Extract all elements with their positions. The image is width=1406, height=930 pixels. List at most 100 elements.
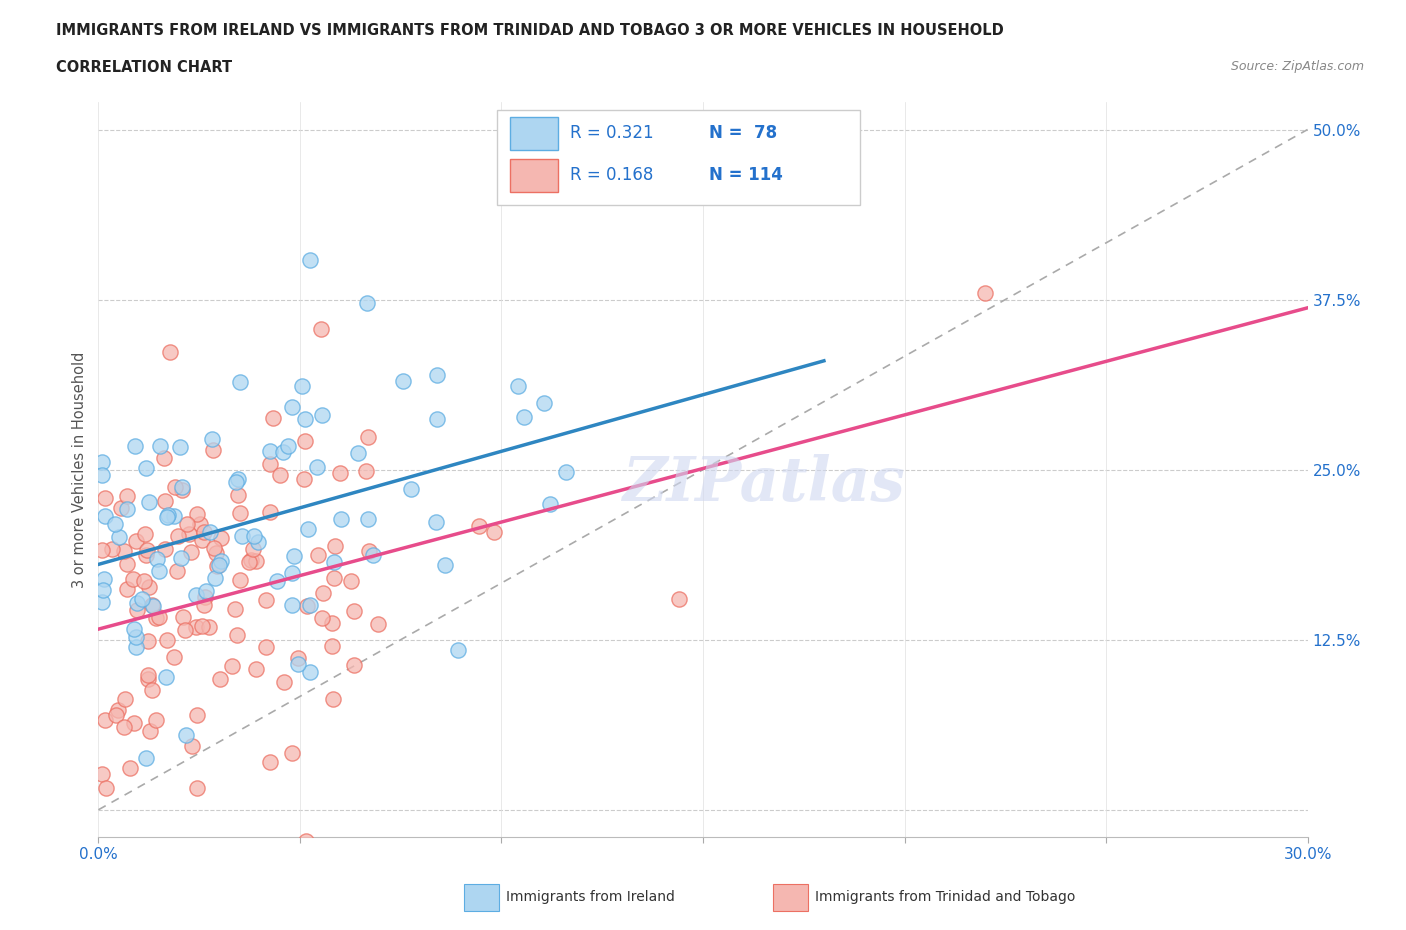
Text: N = 114: N = 114 <box>709 166 783 184</box>
Point <box>359 543 381 558</box>
Text: R = 0.321: R = 0.321 <box>569 125 654 142</box>
Point <box>228 487 250 502</box>
Point <box>259 457 281 472</box>
Point <box>94 780 117 795</box>
Text: CORRELATION CHART: CORRELATION CHART <box>56 60 232 75</box>
Point <box>401 482 423 497</box>
Point <box>145 712 167 727</box>
Point <box>186 780 208 795</box>
Point <box>186 507 208 522</box>
Point <box>307 459 329 474</box>
Point <box>433 557 456 572</box>
Point <box>204 570 226 585</box>
Point <box>226 627 249 642</box>
Point <box>299 597 322 612</box>
Point <box>974 286 997 300</box>
Point <box>184 588 207 603</box>
Point <box>347 445 370 460</box>
Point <box>142 598 165 613</box>
Point <box>163 509 186 524</box>
Point <box>262 411 284 426</box>
Point <box>294 433 316 448</box>
Point <box>321 615 343 630</box>
Point <box>163 650 186 665</box>
Point <box>188 516 211 531</box>
Point <box>668 591 690 606</box>
Point <box>115 581 138 596</box>
Point <box>259 444 281 458</box>
Point <box>538 497 561 512</box>
Point <box>198 525 221 539</box>
Point <box>297 522 319 537</box>
Point <box>141 683 163 698</box>
Point <box>259 504 281 519</box>
Point <box>124 533 146 548</box>
Point <box>426 368 449 383</box>
Point <box>240 552 263 567</box>
Point <box>170 483 193 498</box>
Point <box>281 565 304 580</box>
Point <box>292 472 315 486</box>
Text: ZIPatlas: ZIPatlas <box>621 455 905 514</box>
Point <box>354 463 377 478</box>
Point <box>174 727 197 742</box>
Point <box>312 586 335 601</box>
Point <box>170 551 193 566</box>
Point <box>246 535 269 550</box>
Point <box>181 738 204 753</box>
Point <box>94 491 117 506</box>
Point <box>287 657 309 671</box>
Text: IMMIGRANTS FROM IRELAND VS IMMIGRANTS FROM TRINIDAD AND TOBAGO 3 OR MORE VEHICLE: IMMIGRANTS FROM IRELAND VS IMMIGRANTS FR… <box>56 23 1004 38</box>
Point <box>209 530 232 545</box>
Point <box>118 761 141 776</box>
Point <box>141 597 163 612</box>
Point <box>93 572 115 587</box>
Point <box>245 661 267 676</box>
Point <box>367 617 389 631</box>
FancyBboxPatch shape <box>498 110 860 206</box>
Point <box>259 755 281 770</box>
Text: Immigrants from Trinidad and Tobago: Immigrants from Trinidad and Tobago <box>815 890 1076 905</box>
Point <box>321 639 343 654</box>
Point <box>135 542 157 557</box>
Point <box>294 412 316 427</box>
Point <box>426 411 449 426</box>
Point <box>166 528 188 543</box>
Point <box>148 564 170 578</box>
Point <box>91 766 114 781</box>
Point <box>226 472 249 486</box>
Point <box>322 692 344 707</box>
Point <box>159 345 181 360</box>
Point <box>281 400 304 415</box>
Point <box>112 719 135 734</box>
Point <box>149 439 172 454</box>
Point <box>91 543 114 558</box>
Point <box>145 611 167 626</box>
Point <box>357 430 380 445</box>
Point <box>229 506 252 521</box>
Point <box>202 541 225 556</box>
Point <box>224 602 246 617</box>
Point <box>343 658 366 672</box>
Point <box>115 489 138 504</box>
Point <box>155 542 177 557</box>
Point <box>447 643 470 658</box>
Point <box>112 544 135 559</box>
Point <box>266 574 288 589</box>
Point <box>356 296 378 311</box>
Text: R = 0.168: R = 0.168 <box>569 166 654 184</box>
Point <box>169 440 191 455</box>
Point <box>122 716 145 731</box>
Point <box>110 500 132 515</box>
Point <box>273 445 295 459</box>
Point <box>392 374 415 389</box>
Point <box>298 252 321 267</box>
Point <box>91 468 114 483</box>
Point <box>153 493 176 508</box>
Point <box>124 438 146 453</box>
Point <box>170 480 193 495</box>
Point <box>198 619 221 634</box>
Point <box>104 517 127 532</box>
Point <box>131 592 153 607</box>
Point <box>176 517 198 532</box>
